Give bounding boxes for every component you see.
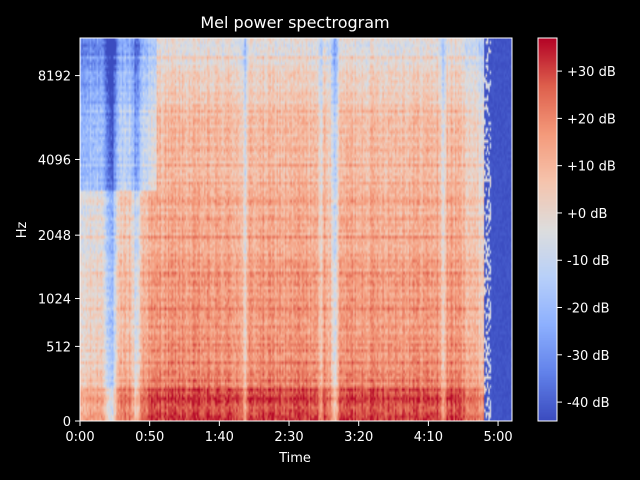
x-tick-label: 0:00 [65,430,94,445]
colorbar-gradient [538,38,557,421]
x-tick-label: 5:00 [483,430,512,445]
spectrogram-heatmap [80,38,512,421]
colorbar-ticks: +30 dB +20 dB +10 dB +0 dB -10 dB -20 dB -30 d… [557,65,616,411]
colorbar-frame [537,37,558,422]
y-axis: 0 512 1024 2048 4096 8192 [38,70,80,430]
colorbar-tick-label: -30 dB [567,349,610,364]
y-tick-label: 0 [63,415,71,430]
colorbar-tick-label: -10 dB [567,254,610,269]
y-tick-label: 1024 [38,293,71,308]
plot-frame [79,37,513,422]
x-tick-label: 2:30 [274,430,303,445]
x-tick-label: 1:40 [205,430,234,445]
plot-area [79,37,513,422]
x-axis-label: Time [278,451,311,466]
chart-title: Mel power spectrogram [200,13,389,32]
y-tick-label: 512 [46,340,71,355]
x-tick-label: 4:10 [414,430,443,445]
x-tick-label: 0:50 [135,430,164,445]
colorbar-tick-label: -40 dB [567,396,610,411]
y-axis-label: Hz [15,222,30,239]
colorbar-tick-label: +20 dB [567,112,616,127]
x-axis: 0:00 0:50 1:40 2:30 3:20 4:10 5:00 [65,421,513,445]
x-tick-label: 3:20 [344,430,373,445]
colorbar-tick-label: +30 dB [567,65,616,80]
y-tick-label: 8192 [38,70,71,85]
colorbar-tick-label: -20 dB [567,302,610,317]
y-tick-label: 2048 [38,229,71,244]
colorbar-tick-label: +0 dB [567,207,607,222]
colorbar: +30 dB +20 dB +10 dB +0 dB -10 dB -20 dB -30 d… [537,37,616,422]
y-tick-label: 4096 [38,153,71,168]
colorbar-tick-label: +10 dB [567,160,616,175]
